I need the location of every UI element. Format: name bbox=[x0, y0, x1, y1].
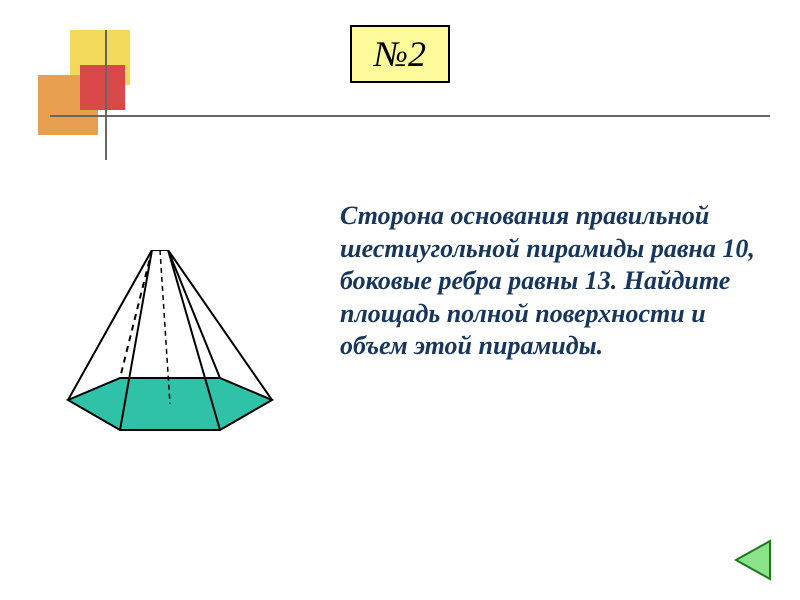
problem-number-text: №2 bbox=[374, 34, 426, 74]
logo-decorative-shapes bbox=[30, 30, 150, 150]
vertical-divider bbox=[105, 30, 107, 160]
problem-number-box: №2 bbox=[350, 25, 450, 83]
horizontal-divider bbox=[50, 115, 770, 117]
problem-statement: Сторона основания правильной шестиугольн… bbox=[340, 200, 760, 363]
logo-red-square bbox=[80, 65, 125, 110]
prev-arrow-button[interactable] bbox=[730, 535, 780, 585]
pyramid-diagram bbox=[40, 250, 300, 450]
